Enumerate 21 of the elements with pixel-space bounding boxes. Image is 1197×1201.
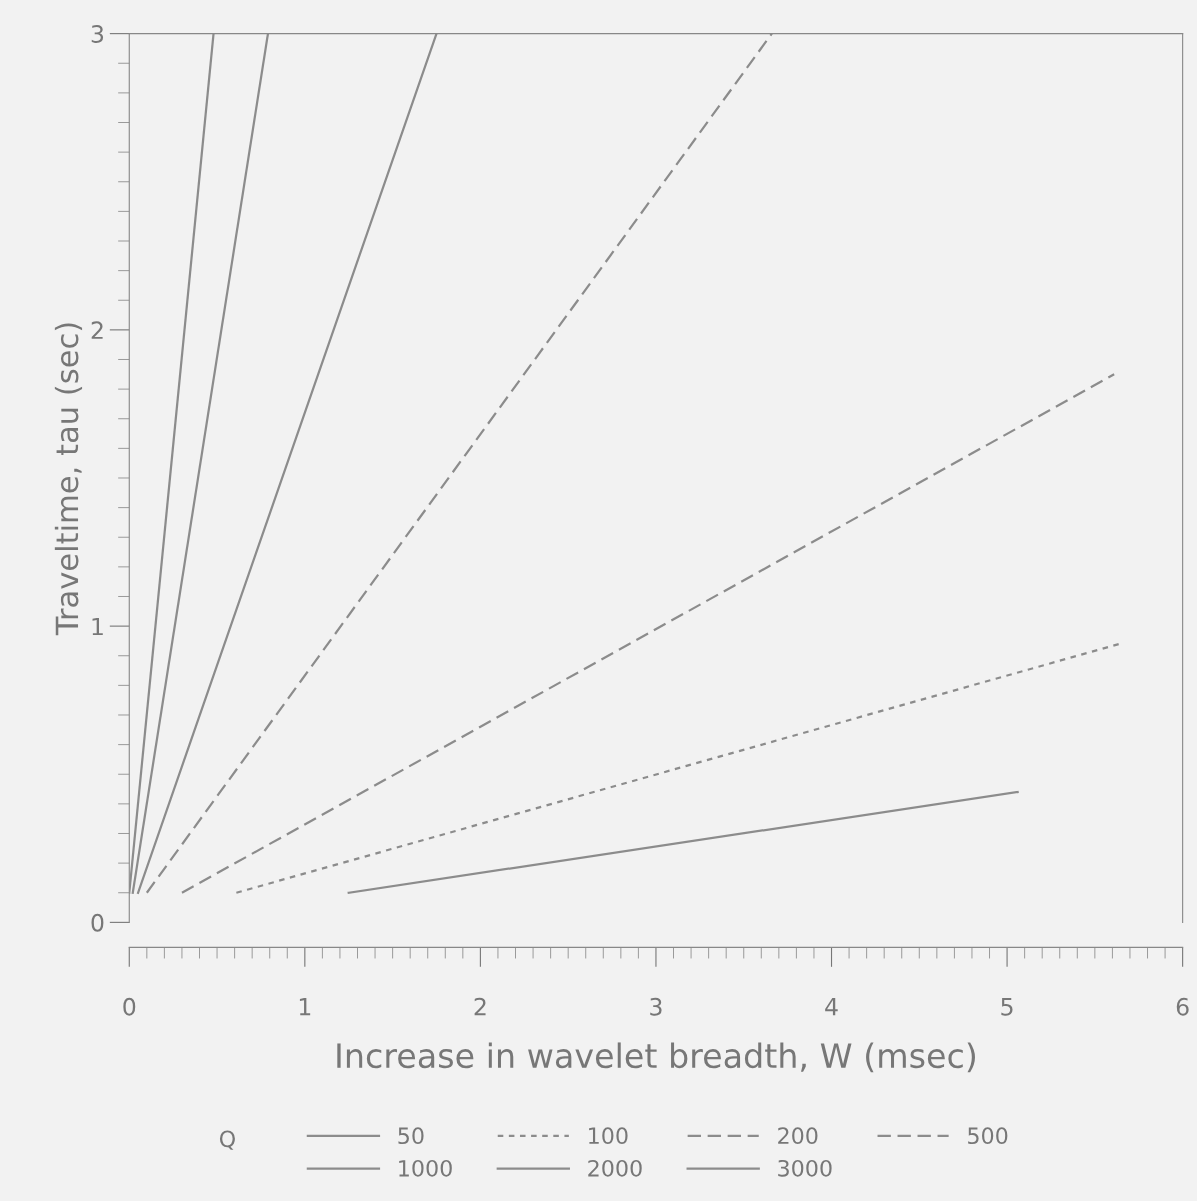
y-tick-label: 0 [91,913,104,932]
legend-label: 50 [398,1127,424,1145]
legend-label: 100 [589,1127,628,1145]
x-tick-label: 5 [1001,998,1013,1016]
y-tick-label: 2 [91,321,103,339]
legend-label: 3000 [778,1159,832,1177]
x-tick-label: 4 [825,998,838,1016]
legend-title: Q [219,1130,235,1150]
legend-label: 1000 [399,1159,452,1177]
x-tick-label: 3 [650,997,662,1016]
x-tick-label: 6 [1176,997,1189,1016]
legend-label: 200 [778,1127,818,1145]
x-tick-label: 0 [123,997,136,1016]
legend-label: 500 [968,1127,1008,1145]
x-tick-label: 2 [474,997,486,1016]
y-tick-label: 1 [92,617,103,636]
legend-label: 2000 [588,1159,642,1177]
y-tick-label: 3 [91,25,104,43]
y-axis-title: Traveltime, tau (sec) [54,323,83,636]
x-axis-title: Increase in wavelet breadth, W (msec) [337,1042,975,1073]
x-tick-label: 1 [299,998,311,1016]
